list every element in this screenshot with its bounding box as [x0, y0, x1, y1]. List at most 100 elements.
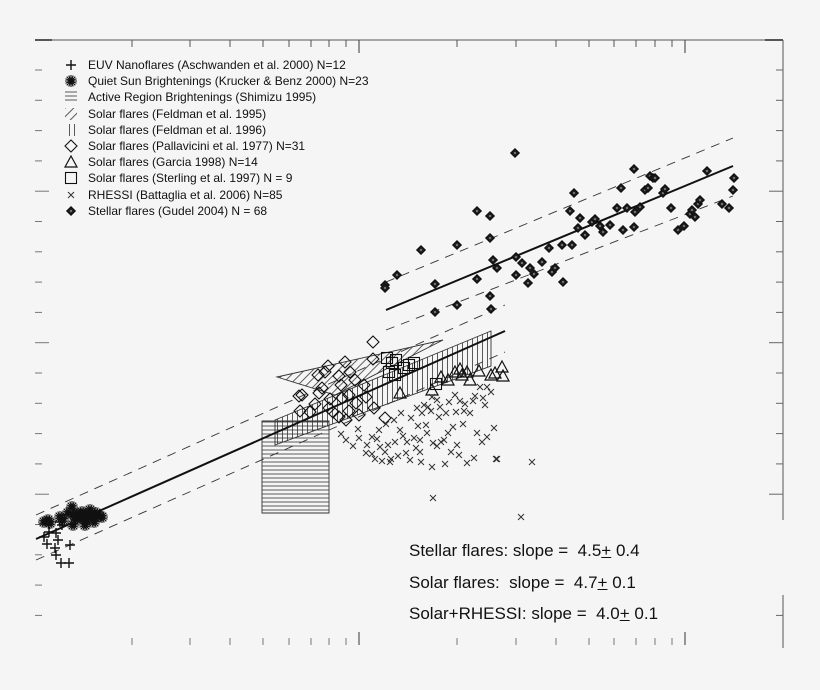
data-point-filled-diamond: [486, 304, 496, 314]
data-point-asterisk: [78, 518, 92, 532]
data-point-x: [427, 407, 435, 415]
annotation-solar-slope: Solar flares: slope = 4.7+ 0.1: [409, 573, 636, 592]
data-point-x: [355, 434, 363, 442]
data-point-x: [429, 439, 437, 447]
fit-bound-line: [385, 195, 734, 331]
data-point-asterisk: [66, 518, 80, 532]
legend-label: Solar flares (Feldman et al. 1996): [88, 122, 267, 137]
data-point-filled-diamond: [557, 240, 567, 250]
region-vertical: [274, 330, 492, 446]
legend-item: EUV Nanoflares (Aschwanden et al. 2000) …: [62, 57, 369, 73]
data-point-plus: [50, 549, 62, 561]
data-point-filled-diamond: [517, 258, 527, 268]
data-point-filled-diamond: [430, 307, 440, 317]
data-point-x: [441, 460, 449, 468]
data-point-x: [429, 494, 437, 502]
fit-line: [35, 330, 506, 540]
data-point-x: [487, 388, 495, 396]
data-point-x: [445, 398, 453, 406]
data-point-filled-diamond: [485, 233, 495, 243]
legend-item: RHESSI (Battaglia et al. 2006) N=85: [62, 187, 369, 203]
data-point-x: [451, 391, 459, 399]
legend-label: Solar flares (Sterling et al. 1997) N = …: [88, 171, 293, 186]
data-point-x: [349, 442, 357, 450]
filled-diamond-icon: [62, 204, 84, 218]
data-point-x: [466, 409, 474, 417]
data-point-filled-diamond: [612, 203, 622, 213]
hatch-diagonal-icon: [62, 107, 84, 121]
data-point-x: [455, 451, 463, 459]
data-point-filled-diamond: [728, 185, 738, 195]
data-point-x: [440, 436, 448, 444]
data-point-x: [373, 435, 381, 443]
data-point-filled-diamond: [511, 270, 521, 280]
data-point-x: [483, 433, 491, 441]
data-point-x: [469, 397, 477, 405]
data-point-x: [416, 436, 424, 444]
data-point-filled-diamond: [472, 274, 482, 284]
data-point-x: [422, 421, 430, 429]
legend-label: Solar flares (Pallavicini et al. 1977) N…: [88, 139, 306, 154]
data-point-filled-diamond: [629, 164, 639, 174]
legend: EUV Nanoflares (Aschwanden et al. 2000) …: [62, 57, 369, 219]
legend-item: Quiet Sun Brightenings (Krucker & Benz 2…: [62, 73, 369, 89]
data-point-x: [394, 452, 402, 460]
data-point-x: [397, 409, 405, 417]
data-point-filled-diamond: [575, 213, 585, 223]
data-point-diamond: [366, 335, 380, 349]
legend-label: Quiet Sun Brightenings (Krucker & Benz 2…: [88, 74, 369, 89]
data-point-x: [447, 448, 455, 456]
fit-line: [385, 165, 734, 311]
x-icon: [62, 188, 84, 202]
data-point-x: [417, 458, 425, 466]
data-point-filled-diamond: [510, 148, 520, 158]
legend-label: Solar flares (Garcia 1998) N=14: [88, 155, 258, 170]
data-point-x: [342, 436, 350, 444]
annotation-stellar-slope: Stellar flares: slope = 4.5+ 0.4: [409, 541, 640, 560]
data-point-filled-diamond: [544, 243, 554, 253]
data-point-filled-diamond: [485, 211, 495, 221]
plus-icon: [62, 58, 84, 72]
hatch-horizontal-icon: [62, 90, 84, 104]
annotation-solar-rhessi-slope: Solar+RHESSI: slope = 4.0+ 0.1: [409, 604, 659, 623]
data-point-x: [402, 449, 410, 457]
data-point-x: [407, 414, 415, 422]
data-point-x: [490, 424, 498, 432]
data-point-asterisk: [95, 510, 109, 524]
data-point-x: [433, 442, 441, 450]
data-point-filled-diamond: [485, 291, 495, 301]
legend-label: RHESSI (Battaglia et al. 2006) N=85: [88, 187, 283, 202]
axes-frame: [35, 39, 784, 648]
data-point-filled-diamond: [702, 166, 712, 176]
data-point-x: [453, 441, 461, 449]
axis-ticks: [35, 40, 783, 645]
data-point-x: [368, 433, 376, 441]
data-point-x: [459, 420, 467, 428]
data-point-filled-diamond: [392, 270, 402, 280]
data-point-x: [528, 458, 536, 466]
data-point-x: [473, 429, 481, 437]
data-point-x: [381, 448, 389, 456]
data-point-x: [483, 383, 491, 391]
data-point-x: [391, 438, 399, 446]
fit-bound-line: [35, 304, 506, 516]
fit-bound-line: [385, 137, 734, 283]
data-point-x: [416, 448, 424, 456]
data-point-x: [444, 429, 452, 437]
data-point-x: [414, 422, 422, 430]
data-point-x: [410, 434, 418, 442]
legend-item: Stellar flares (Gudel 2004) N = 68: [62, 203, 369, 219]
fit-lines: [35, 137, 734, 561]
data-point-filled-diamond: [558, 277, 568, 287]
data-point-x: [428, 463, 436, 471]
data-point-x: [442, 409, 450, 417]
data-point-x: [435, 413, 443, 421]
data-point-x: [384, 441, 392, 449]
data-point-x: [375, 426, 383, 434]
data-point-x: [363, 441, 371, 449]
hatched-regions: [261, 330, 492, 514]
data-point-filled-diamond: [523, 278, 533, 288]
legend-item: Active Region Brightenings (Shimizu 1995…: [62, 89, 369, 105]
data-point-x: [517, 513, 525, 521]
